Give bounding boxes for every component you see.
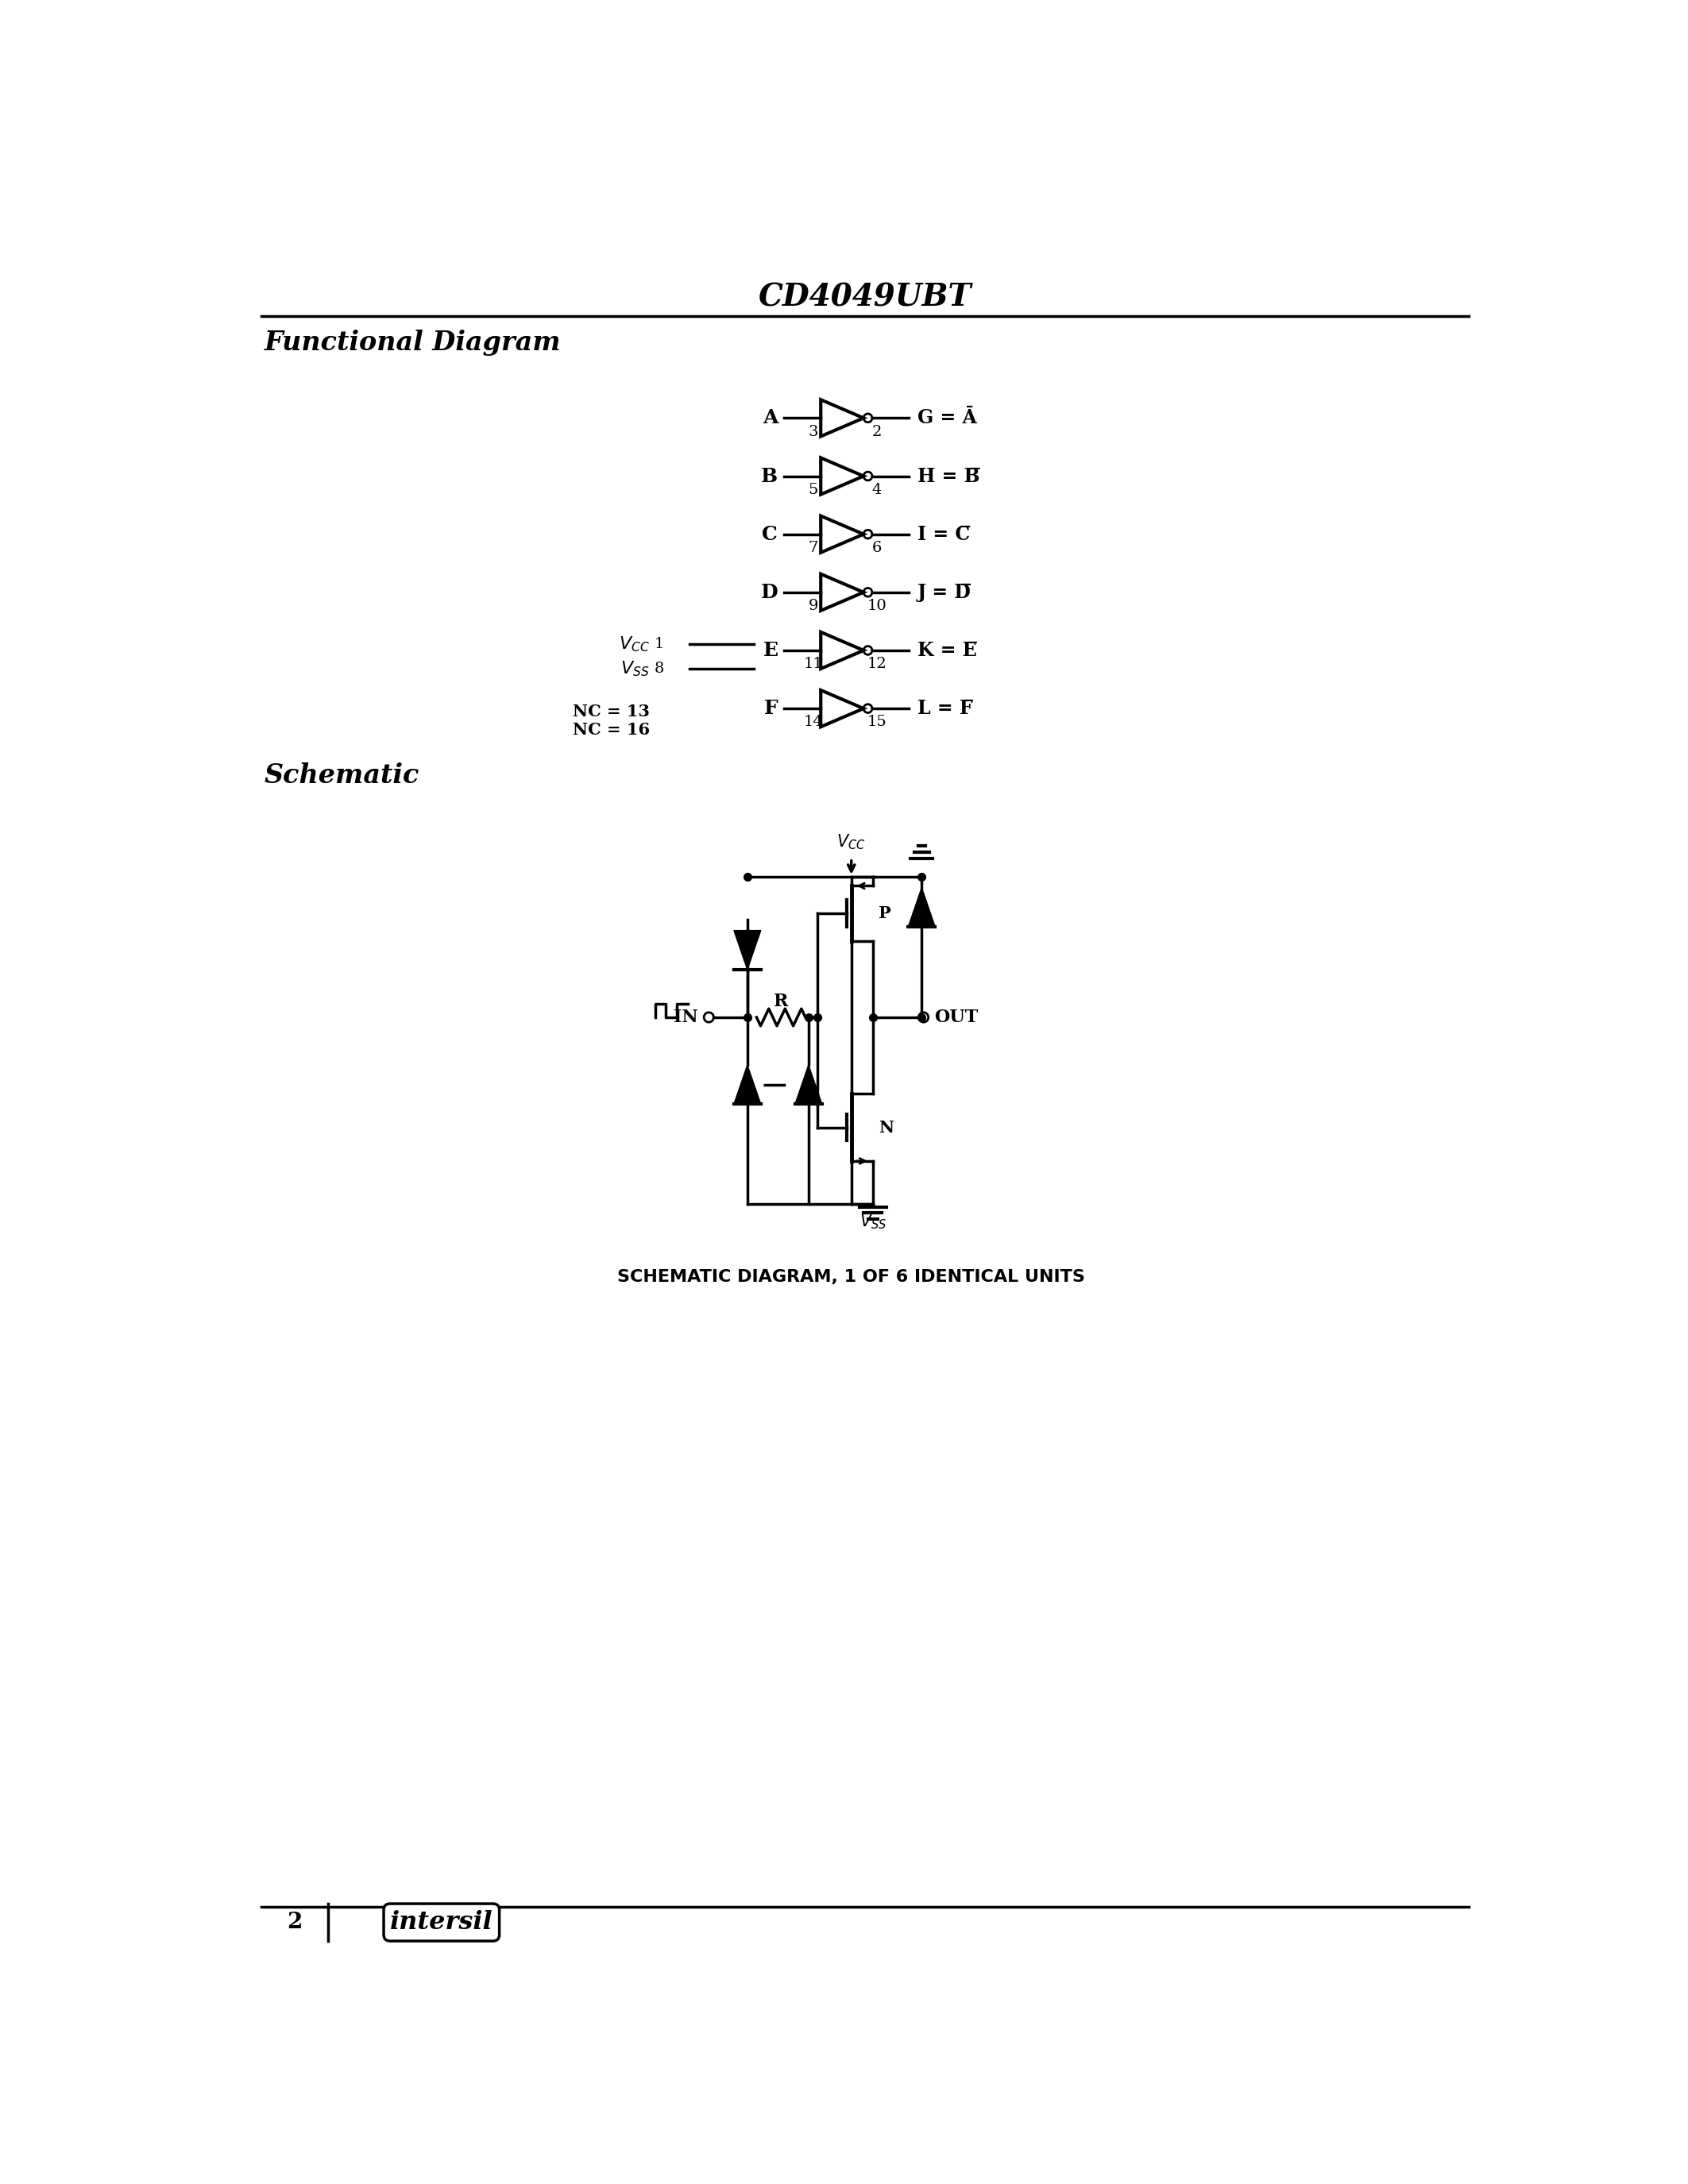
- Text: 6: 6: [873, 542, 881, 555]
- Text: 9: 9: [809, 598, 819, 614]
- Text: H = B̅: H = B̅: [917, 467, 979, 485]
- Text: N: N: [879, 1120, 895, 1136]
- Text: F: F: [765, 699, 778, 719]
- Text: 5: 5: [809, 483, 819, 498]
- Text: 11: 11: [803, 657, 824, 670]
- Text: 7: 7: [809, 542, 819, 555]
- Text: C: C: [763, 524, 778, 544]
- Text: 12: 12: [868, 657, 886, 670]
- Text: $V_{SS}$: $V_{SS}$: [859, 1212, 886, 1232]
- Text: SCHEMATIC DIAGRAM, 1 OF 6 IDENTICAL UNITS: SCHEMATIC DIAGRAM, 1 OF 6 IDENTICAL UNIT…: [618, 1269, 1085, 1284]
- Text: G = Ā: G = Ā: [917, 408, 977, 428]
- Polygon shape: [908, 887, 935, 926]
- Text: OUT: OUT: [935, 1009, 979, 1026]
- Polygon shape: [734, 1066, 761, 1105]
- Text: J = D̅: J = D̅: [917, 583, 971, 603]
- Text: 8: 8: [655, 662, 663, 675]
- Text: 15: 15: [868, 714, 886, 729]
- Text: 14: 14: [803, 714, 824, 729]
- Text: P: P: [879, 906, 891, 922]
- Polygon shape: [734, 930, 761, 970]
- Text: IN: IN: [674, 1009, 697, 1026]
- Text: E: E: [763, 640, 778, 660]
- Text: 3: 3: [809, 424, 819, 439]
- Text: Functional Diagram: Functional Diagram: [263, 330, 560, 356]
- Text: 4: 4: [873, 483, 881, 498]
- Text: D: D: [761, 583, 778, 603]
- Text: intersil: intersil: [390, 1911, 493, 1935]
- Text: L = F̅: L = F̅: [917, 699, 972, 719]
- Text: I = C̅: I = C̅: [917, 524, 971, 544]
- Text: $V_{CC}$: $V_{CC}$: [837, 832, 866, 852]
- Text: 1: 1: [655, 638, 663, 651]
- Polygon shape: [795, 1066, 822, 1105]
- Text: 2: 2: [873, 424, 881, 439]
- Text: CD4049UBT: CD4049UBT: [758, 282, 971, 312]
- Text: R: R: [773, 994, 788, 1011]
- Text: B: B: [761, 467, 778, 485]
- Text: NC = 16: NC = 16: [572, 723, 650, 738]
- Text: A: A: [763, 408, 778, 428]
- Text: $V_{CC}$: $V_{CC}$: [618, 636, 650, 653]
- Text: 10: 10: [868, 598, 886, 614]
- Text: 2: 2: [287, 1911, 302, 1933]
- Text: NC = 13: NC = 13: [572, 703, 650, 719]
- Text: $V_{SS}$: $V_{SS}$: [621, 660, 650, 677]
- Text: Schematic: Schematic: [263, 762, 419, 788]
- Text: K = E̅: K = E̅: [917, 640, 977, 660]
